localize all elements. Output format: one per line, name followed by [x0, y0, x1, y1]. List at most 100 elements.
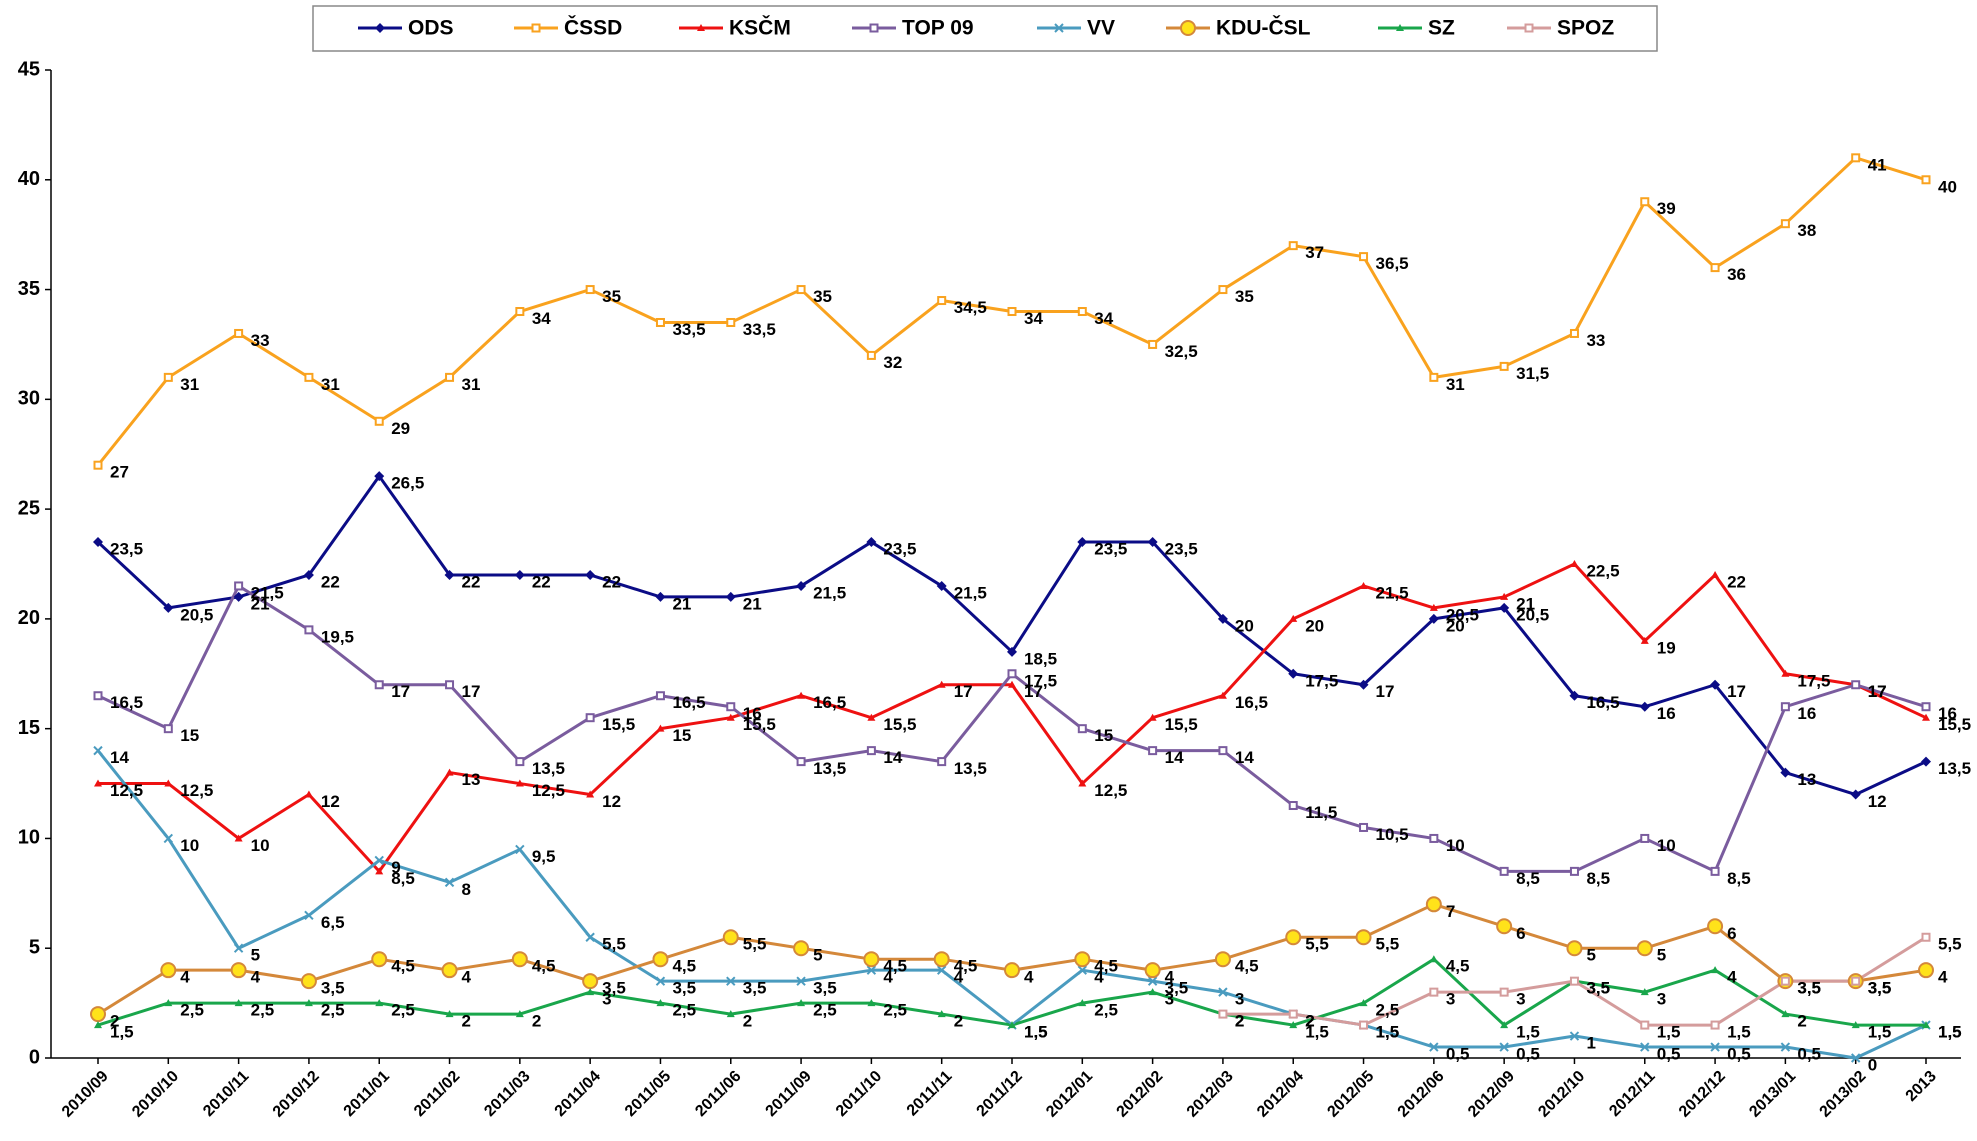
value-label: 2,5 [391, 1001, 415, 1020]
value-label: 10 [1446, 836, 1465, 855]
value-label: 2,5 [672, 1001, 696, 1020]
value-label: 3 [1657, 990, 1666, 1009]
marker [1359, 1020, 1369, 1030]
legend-label: SZ [1428, 17, 1455, 40]
value-label: 20 [1235, 616, 1254, 635]
marker [1640, 988, 1649, 996]
value-label: 20,5 [1516, 605, 1549, 624]
value-label: 17 [1868, 682, 1887, 701]
value-label: 34 [1094, 309, 1113, 328]
marker [585, 569, 596, 580]
value-label: 3,5 [672, 979, 696, 998]
marker [234, 581, 244, 591]
value-label: 8 [462, 880, 471, 899]
marker [697, 24, 705, 31]
value-label: 31 [1446, 375, 1465, 394]
value-label: 16 [743, 704, 762, 723]
x-tick-label: 2012/12 [1676, 1068, 1729, 1121]
marker [1850, 1053, 1861, 1063]
x-tick-label: 2013/02 [1817, 1068, 1870, 1121]
value-label: 31 [180, 375, 199, 394]
marker [655, 317, 665, 327]
y-tick-label: 45 [18, 58, 40, 80]
value-label: 22 [462, 572, 481, 591]
marker [1147, 537, 1158, 548]
value-label: 15,5 [743, 715, 776, 734]
value-label: 2 [1305, 1012, 1314, 1031]
value-label: 21,5 [813, 583, 846, 602]
value-label: 3,5 [321, 979, 345, 998]
marker [726, 713, 735, 721]
value-label: 0,5 [1797, 1045, 1821, 1064]
value-label: 4,5 [391, 957, 415, 976]
marker [656, 724, 665, 732]
value-label: 16,5 [110, 693, 143, 712]
marker [233, 591, 244, 602]
value-label: 36 [1727, 265, 1746, 284]
value-label: 22 [1727, 572, 1746, 591]
x-tick-label: 2011/02 [411, 1068, 463, 1120]
value-label: 3,5 [1797, 979, 1821, 998]
marker [1180, 20, 1196, 36]
marker [375, 867, 384, 875]
x-tick-label: 2012/06 [1395, 1068, 1448, 1121]
marker [1780, 1042, 1791, 1052]
value-label: 4 [462, 968, 472, 987]
marker [1499, 602, 1510, 613]
marker [726, 976, 736, 986]
marker [1429, 833, 1439, 843]
value-label: 3 [1235, 990, 1244, 1009]
marker [1218, 987, 1228, 997]
marker [441, 962, 458, 979]
y-tick-label: 5 [29, 937, 40, 959]
value-label: 14 [1165, 748, 1184, 767]
value-label: 15 [1094, 726, 1113, 745]
marker [375, 23, 385, 33]
value-label: 31 [462, 375, 481, 394]
y-tick-label: 40 [18, 168, 40, 190]
marker [1918, 962, 1934, 979]
value-label: 32,5 [1165, 342, 1198, 361]
value-label: 1,5 [1938, 1023, 1962, 1042]
marker [866, 537, 877, 548]
marker [1710, 1020, 1720, 1030]
value-label: 35 [1235, 287, 1254, 306]
marker [1566, 940, 1583, 957]
marker [937, 296, 947, 306]
marker [1921, 932, 1931, 942]
marker [1007, 669, 1017, 679]
marker [374, 416, 384, 426]
value-label: 7 [1446, 902, 1455, 921]
value-label: 2 [1235, 1012, 1244, 1031]
x-tick-label: 2010/12 [270, 1068, 323, 1121]
value-label: 2,5 [813, 1001, 837, 1020]
marker [586, 790, 595, 798]
value-label: 20 [1446, 616, 1465, 635]
value-label: 34 [1024, 309, 1043, 328]
value-label: 33 [1586, 331, 1605, 350]
value-label: 21 [1516, 594, 1535, 613]
value-label: 1,5 [1657, 1023, 1681, 1042]
marker [1355, 929, 1372, 946]
marker [303, 569, 314, 580]
marker [1429, 372, 1439, 382]
value-label: 3 [1165, 990, 1174, 1009]
marker [1288, 668, 1299, 679]
value-label: 2 [1305, 1012, 1314, 1031]
value-label: 4 [1165, 968, 1175, 987]
value-label: 4 [1094, 968, 1104, 987]
value-label: 5,5 [1938, 935, 1962, 954]
marker [515, 757, 525, 767]
value-label: 2,5 [251, 1001, 275, 1020]
value-label: 3,5 [813, 979, 837, 998]
value-label: 17 [1727, 682, 1746, 701]
value-label: 2 [532, 1012, 541, 1031]
value-label: 38 [1797, 221, 1816, 240]
marker [725, 591, 736, 602]
marker [1004, 962, 1020, 979]
marker [585, 285, 595, 295]
value-label: 5,5 [743, 935, 767, 954]
value-label: 16,5 [1235, 693, 1268, 712]
marker [1218, 691, 1227, 699]
